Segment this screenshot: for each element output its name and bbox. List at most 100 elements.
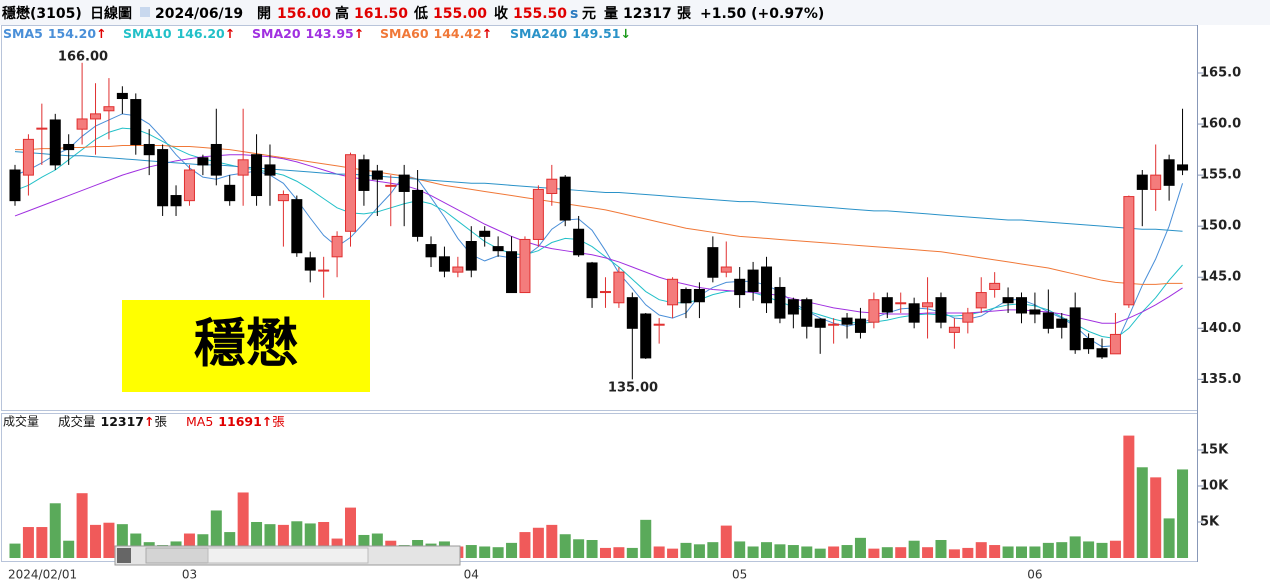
y-tick-label: 5K [1200,514,1220,529]
volume-bar [720,525,732,558]
candle-body [667,278,679,306]
candle-body [761,266,773,304]
candle-body [425,244,437,258]
candle-body [1123,196,1135,306]
volume-bar [1083,541,1095,558]
period[interactable]: 日線圖 [90,5,132,22]
candle-body [532,188,544,240]
volume-bar [761,542,773,558]
candle-body [519,238,531,294]
candle-body [492,246,504,252]
legend-name: MA5 [186,414,213,429]
annotation: 166.00 [58,50,108,65]
candle-body [1069,307,1081,351]
candle-body [787,299,799,315]
sma-line [14,127,1183,340]
sma-line [14,151,1183,232]
candle-body [9,169,21,202]
volume-bar [1016,546,1027,558]
volume-bar [1136,467,1148,558]
candle-body [935,297,947,323]
volume-value: 12317 [623,6,672,22]
candle-body [1109,333,1121,355]
candle-body [22,138,34,176]
scroll-thumb[interactable] [145,547,209,564]
candle-body [1029,309,1041,315]
scrollbar[interactable] [114,545,461,566]
volume-bar [586,539,598,558]
candle-body [1042,312,1054,329]
volume-bar [237,492,249,558]
volume-bar [1002,546,1014,558]
volume-bar [63,540,75,558]
legend-arrow: ↑ [96,26,106,41]
annotation: 135.00 [608,381,658,396]
volume-label: 量 [604,6,618,22]
scroll-button[interactable] [117,548,131,563]
volume-legend: 成交量 12317↑張 [58,414,168,429]
volume-bar [1096,542,1108,558]
y-tick-label: 15K [1200,442,1229,457]
volume-bar [573,539,585,558]
volume-bar [9,543,21,558]
volume-bar [519,532,531,558]
volume-bar [318,521,330,558]
volume-bar [1109,540,1121,558]
volume-bar [291,521,303,558]
volume-bar [640,519,652,558]
candle-body [774,286,786,319]
date-icon[interactable] [140,7,150,17]
scroll-range[interactable] [207,547,369,564]
volume-bar [506,542,518,558]
legend-value: 144.42 [434,26,482,41]
volume-bar [76,493,88,558]
volume-bar [680,542,692,558]
volume-bar [90,524,102,558]
candle-body [438,256,450,272]
candle-body [989,282,1001,290]
x-tick-label: 05 [732,568,747,582]
legend-unit: 張 [155,414,168,429]
legend-arrow: ↑ [262,414,272,429]
volume-bar [895,547,907,558]
volume-bar [787,545,799,558]
legend-name: 成交量 [58,414,96,429]
candle-body [1150,174,1162,190]
date: 2024/06/19 [155,6,243,22]
volume-bar [277,524,289,558]
volume-bar [224,532,236,558]
volume-unit: 張 [677,6,692,22]
volume-bar [304,523,316,558]
volume-bar [1029,546,1041,558]
candle-body [210,143,222,176]
candle-body [412,189,424,237]
candle-body [277,194,289,202]
candle-body [76,118,88,130]
header-bar [0,0,1270,25]
volume-bar [948,549,960,558]
legend-value: 154.20 [48,26,97,41]
candle-body [881,297,893,313]
legend-name: SMA10 [123,26,172,41]
legend-value: 143.95 [306,26,354,41]
legend-arrow: ↑ [354,26,364,41]
legend-unit: 張 [272,414,285,429]
volume-bar [613,547,625,558]
legend-entry: SMA20 143.95↑ [252,26,364,41]
volume-bar [868,548,880,558]
volume-bar [49,503,61,558]
candle-body [626,297,638,329]
volume-bar [747,546,759,558]
candle-body [573,228,585,256]
volume-bar [626,547,638,558]
high-value: 161.50 [354,6,408,22]
legend-name: SMA60 [380,26,429,41]
y-tick-label: 10K [1200,478,1229,493]
legend-value: 149.51 [572,26,620,41]
legend-name: SMA20 [252,26,301,41]
volume-bar [922,547,934,558]
candle-body [170,195,182,207]
candle-body [720,266,732,273]
volume-bar [1042,542,1054,558]
candle-body [291,199,303,254]
